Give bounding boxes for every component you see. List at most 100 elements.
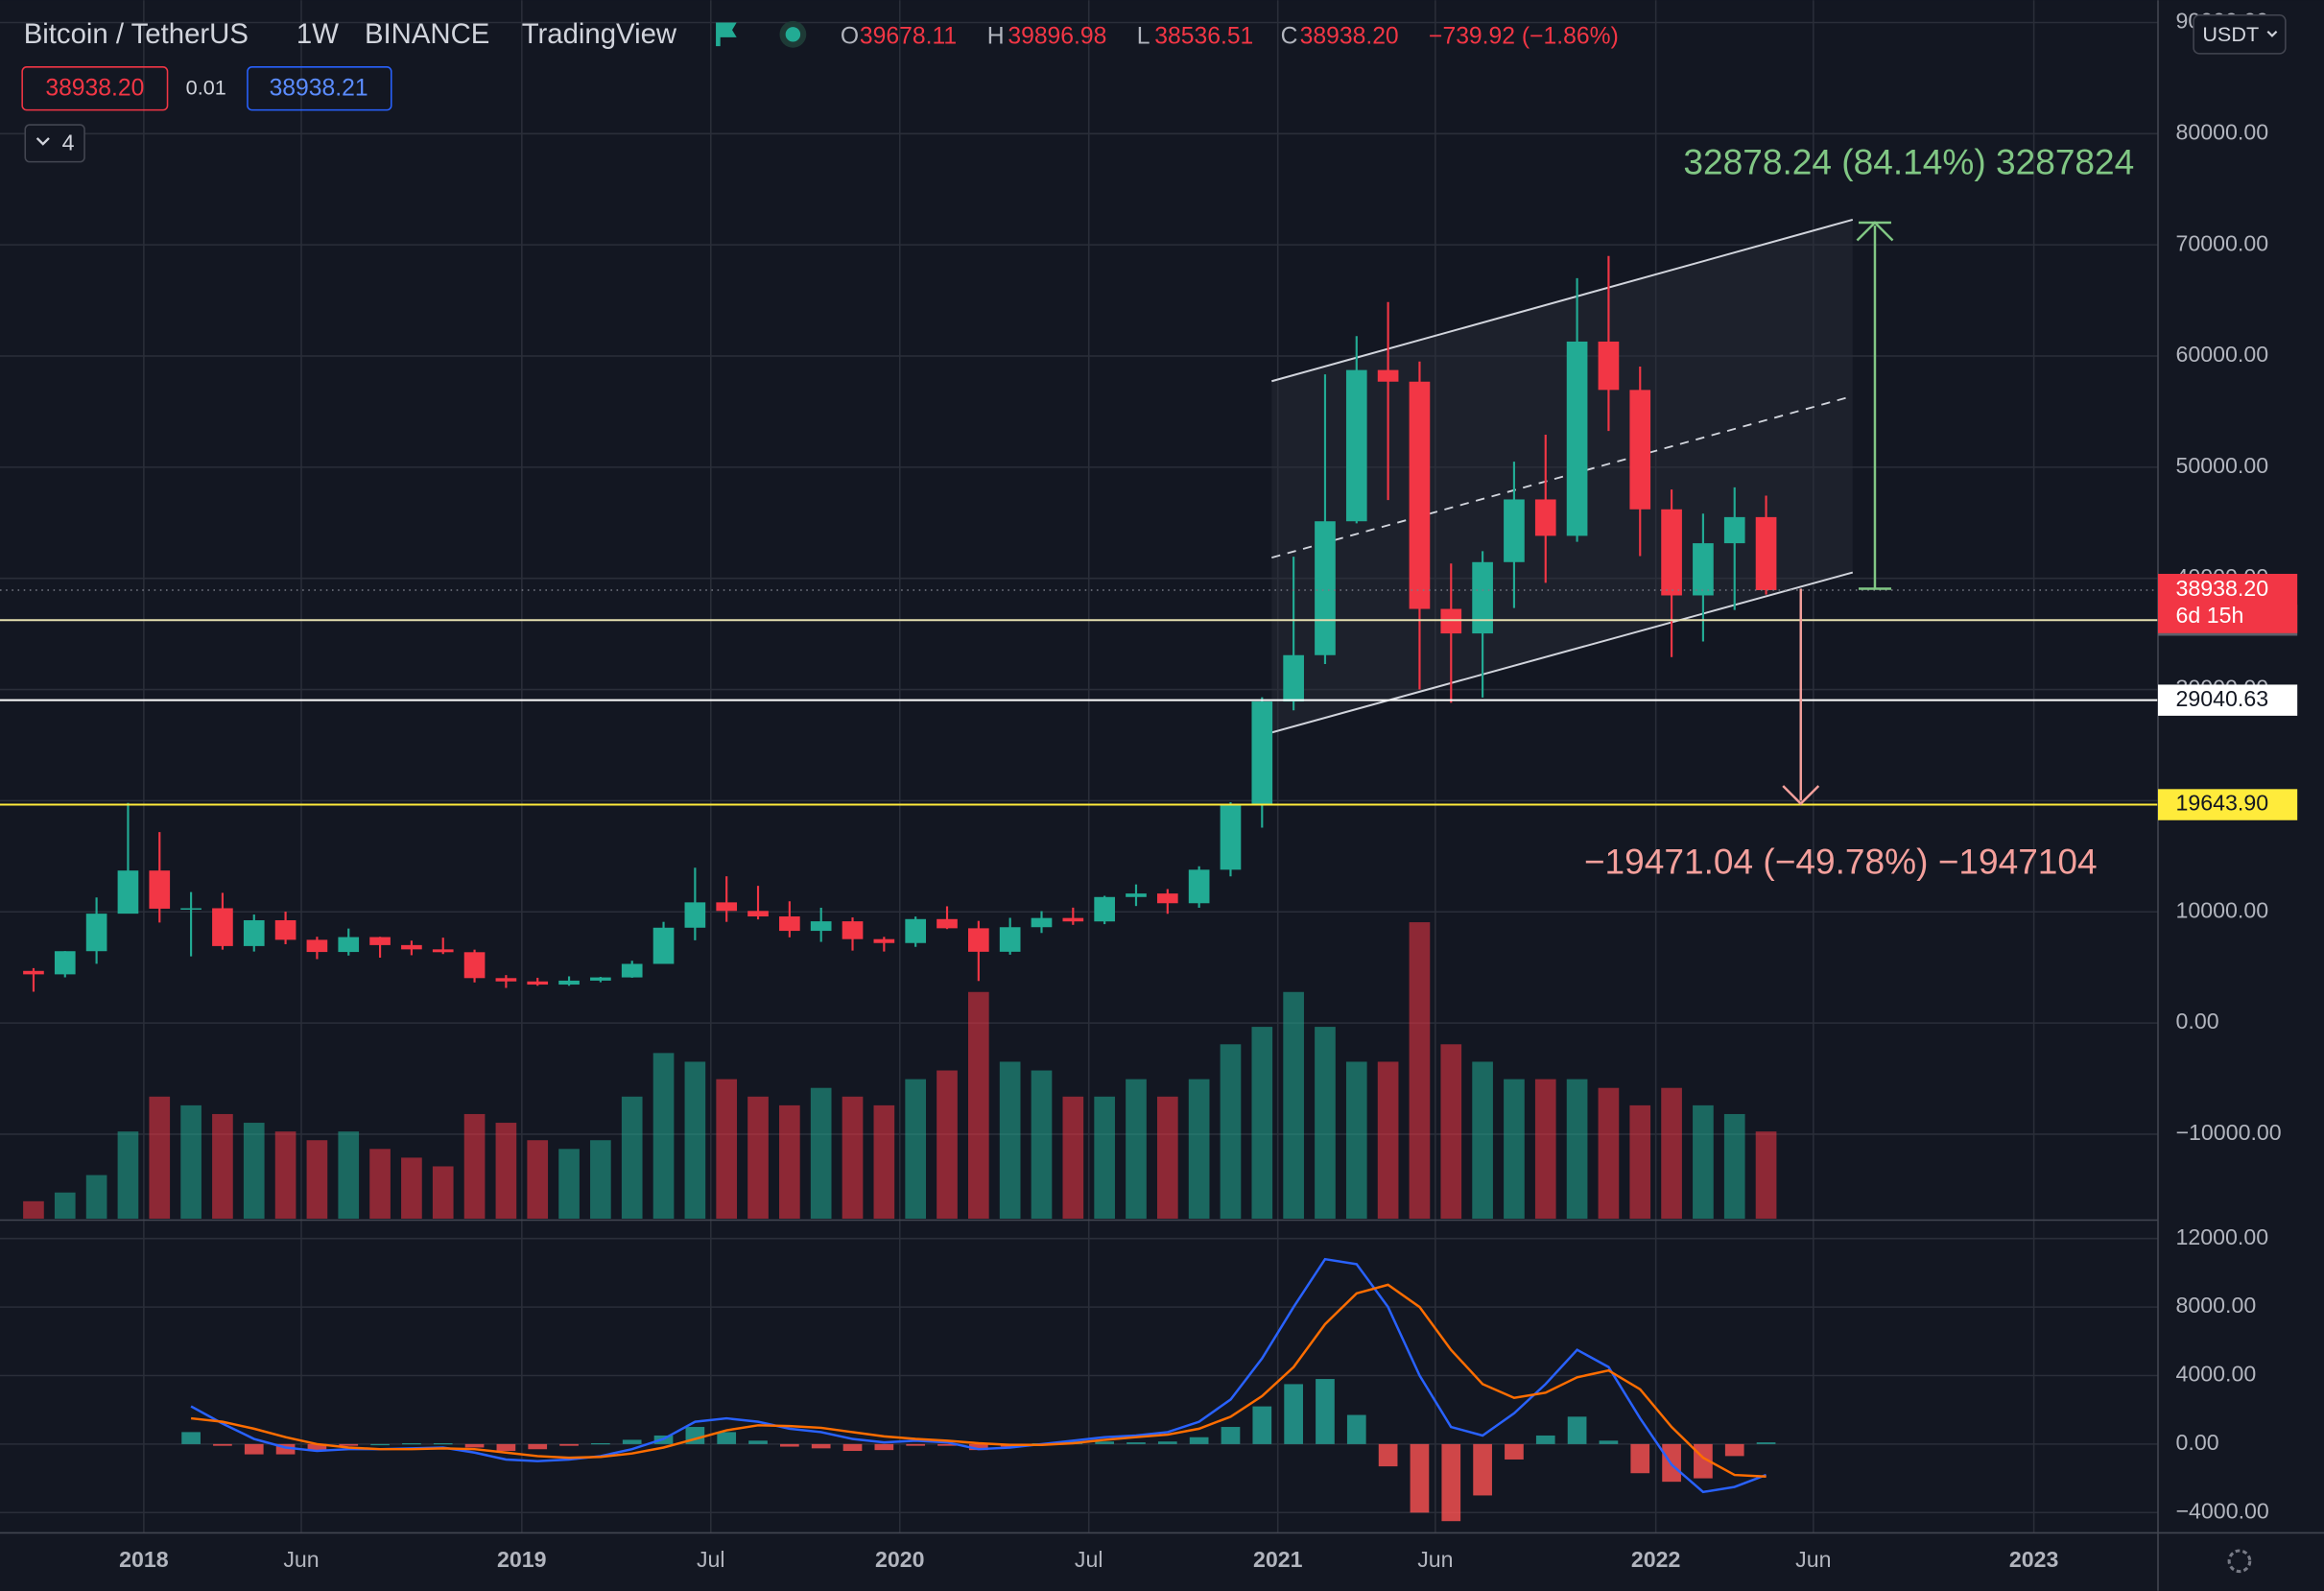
ohlc-value: 39896.98 xyxy=(1008,23,1106,49)
volume-bar xyxy=(1534,1079,1556,1219)
histogram-bar xyxy=(1126,1442,1146,1444)
x-tick-label: Jul xyxy=(1075,1547,1103,1572)
candle-body xyxy=(117,870,139,914)
histogram-bar xyxy=(780,1443,799,1447)
candle-body xyxy=(1156,893,1178,904)
candle-body xyxy=(1409,381,1431,609)
histogram-bar xyxy=(1284,1384,1303,1444)
y-tick-label: −4000.00 xyxy=(2176,1498,2269,1523)
volume-bar xyxy=(85,1175,107,1219)
candle-body xyxy=(149,870,171,909)
candle-body xyxy=(779,916,800,932)
volume-bar xyxy=(652,1053,675,1219)
histogram-bar xyxy=(1378,1443,1398,1467)
volume-bar xyxy=(1566,1079,1588,1219)
candle-body xyxy=(338,937,360,953)
x-tick-label: Jun xyxy=(1795,1547,1831,1572)
currency-button[interactable] xyxy=(2193,13,2287,55)
volume-bar xyxy=(338,1131,360,1219)
histogram-bar xyxy=(1157,1441,1177,1444)
volume-bar xyxy=(779,1104,800,1219)
candle-body xyxy=(1629,390,1651,510)
ohlc-key: L xyxy=(1137,23,1150,49)
indicators-toggle[interactable] xyxy=(24,124,85,163)
y-tick-label: 0.00 xyxy=(2176,1430,2219,1455)
histogram-bar xyxy=(717,1432,737,1444)
volume-bar xyxy=(117,1131,139,1219)
currency: USDT xyxy=(2202,22,2259,46)
volume-bar xyxy=(243,1123,265,1219)
level-badge xyxy=(2158,789,2298,820)
interval[interactable]: 1W xyxy=(296,18,339,50)
histogram-bar xyxy=(1221,1427,1241,1444)
volume-bar xyxy=(621,1096,643,1219)
volume-bar xyxy=(369,1149,391,1219)
histogram-bar xyxy=(1095,1441,1114,1444)
histogram-bar xyxy=(1252,1406,1272,1444)
measure-tools: 32878.24 (84.14%) 3287824 −19471.04 (−49… xyxy=(1584,142,2134,882)
volume-bar xyxy=(1315,1027,1336,1219)
candle-body xyxy=(1661,509,1682,596)
volume-bar xyxy=(54,1192,76,1219)
candle-body xyxy=(1440,608,1462,634)
histogram-bar xyxy=(339,1443,359,1446)
volume-bar xyxy=(1345,1061,1367,1219)
volume-bar xyxy=(873,1104,895,1219)
histogram-bar xyxy=(528,1443,548,1450)
histogram-bar xyxy=(811,1443,831,1449)
candle-body xyxy=(1031,917,1053,928)
histogram-bar xyxy=(1756,1442,1776,1444)
volume-bar xyxy=(306,1140,328,1219)
sell-button[interactable] xyxy=(21,66,169,111)
histogram-bar xyxy=(244,1443,264,1455)
histogram-bar xyxy=(874,1443,894,1451)
y-tick-label: 8000.00 xyxy=(2176,1293,2257,1318)
candle-body xyxy=(558,980,580,985)
candle-body xyxy=(1220,803,1242,870)
volume-bar xyxy=(1629,1104,1651,1219)
histogram-bar xyxy=(1505,1443,1524,1460)
volume-bar xyxy=(432,1166,454,1219)
x-tick-label: 2023 xyxy=(2009,1547,2059,1572)
histogram-bar xyxy=(213,1443,232,1446)
chevron xyxy=(2266,30,2278,37)
volume-bar xyxy=(684,1061,706,1219)
histogram-bar xyxy=(1535,1435,1555,1444)
x-tick-label: Jun xyxy=(283,1547,319,1572)
last-price-badge xyxy=(2158,574,2298,633)
exchange: BINANCE xyxy=(365,18,489,50)
candle-body xyxy=(810,921,832,932)
candle-body xyxy=(1598,341,1620,391)
buy-price: 38938.21 xyxy=(270,76,368,102)
histogram-bar xyxy=(1189,1437,1209,1444)
y-tick-label: 10000.00 xyxy=(2176,897,2269,922)
histogram-bar xyxy=(1410,1443,1430,1513)
volume-bar xyxy=(1251,1027,1273,1219)
level-badge xyxy=(2158,684,2298,716)
x-tick-label: 2022 xyxy=(1631,1547,1681,1572)
volume-bar xyxy=(1693,1104,1714,1219)
flag-icon[interactable] xyxy=(716,22,737,47)
candle-body xyxy=(85,914,107,952)
volume-bar xyxy=(1377,1061,1399,1219)
settings-icon[interactable] xyxy=(2227,1549,2252,1574)
volume-bar xyxy=(274,1131,296,1219)
y-tick-label: 60000.00 xyxy=(2176,342,2269,367)
volume-bar xyxy=(810,1087,832,1219)
volume-bar xyxy=(1504,1079,1525,1219)
y-tick-label: 4000.00 xyxy=(2176,1362,2257,1387)
status-dot xyxy=(785,27,801,42)
candle-body xyxy=(1126,893,1147,897)
candle-body xyxy=(1723,516,1745,544)
time-axis-bg xyxy=(0,1532,2324,1591)
volume-bar xyxy=(212,1113,233,1219)
x-tick-label: 2021 xyxy=(1253,1547,1303,1572)
chevron xyxy=(36,137,50,146)
ohlc-value: 39678.11 xyxy=(860,23,957,49)
volume-bar xyxy=(937,1070,958,1219)
histogram-bar xyxy=(1441,1443,1461,1522)
volume-bar xyxy=(1409,922,1431,1219)
volume-bar xyxy=(495,1123,517,1219)
ohlc-key: C xyxy=(1281,23,1298,49)
buy-button[interactable] xyxy=(247,66,392,111)
